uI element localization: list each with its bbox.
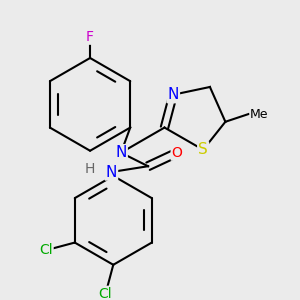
Text: H: H — [85, 162, 95, 176]
Text: F: F — [86, 30, 94, 44]
Text: N: N — [115, 145, 127, 160]
Text: N: N — [167, 87, 179, 102]
Text: S: S — [198, 142, 208, 157]
Text: Me: Me — [250, 107, 268, 121]
Text: Cl: Cl — [39, 243, 52, 257]
Text: O: O — [172, 146, 182, 160]
Text: N: N — [106, 164, 117, 179]
Text: Cl: Cl — [99, 287, 112, 300]
